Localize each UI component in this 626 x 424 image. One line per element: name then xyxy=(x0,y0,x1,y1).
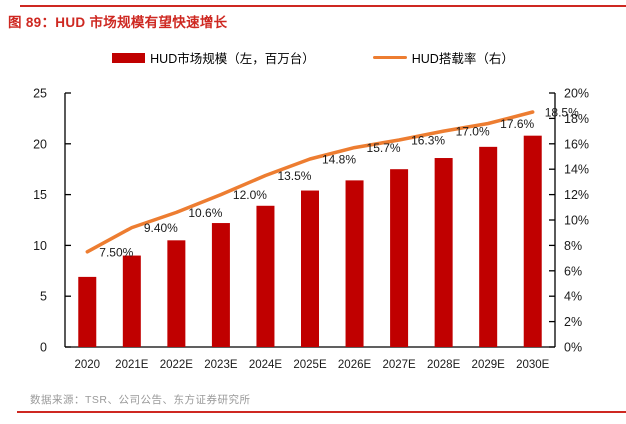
top-rule xyxy=(20,5,626,7)
right-axis-tick-label: 2% xyxy=(564,315,582,329)
x-axis-label: 2025E xyxy=(293,359,327,371)
bar xyxy=(390,169,409,347)
x-axis-label: 2022E xyxy=(160,359,194,371)
x-axis-label: 2023E xyxy=(204,359,238,371)
right-axis-tick-label: 20% xyxy=(564,87,589,101)
data-label: 15.7% xyxy=(367,141,401,155)
left-axis-tick-label: 0 xyxy=(40,341,47,355)
right-axis-tick-label: 10% xyxy=(564,214,589,228)
left-axis-tick-label: 15 xyxy=(33,188,47,202)
x-axis-label: 2030E xyxy=(516,359,550,371)
bar xyxy=(78,276,97,347)
right-axis-tick-label: 14% xyxy=(564,163,589,177)
source-note: 数据来源：TSR、公司公告、东方证券研究所 xyxy=(30,394,251,406)
bar xyxy=(167,240,186,347)
data-label: 7.50% xyxy=(99,245,133,259)
x-axis-label: 2026E xyxy=(338,359,372,371)
x-axis-label: 2028E xyxy=(427,359,461,371)
right-axis-tick-label: 8% xyxy=(564,239,582,253)
bar xyxy=(122,255,141,347)
data-label: 13.5% xyxy=(277,169,311,183)
bar xyxy=(523,135,542,347)
x-axis-label: 2024E xyxy=(249,359,283,371)
figure-title: 图 89：HUD 市场规模有望快速增长 xyxy=(8,15,228,30)
bottom-rule xyxy=(17,411,626,413)
bar-swatch-icon xyxy=(112,52,146,63)
x-axis-label: 2021E xyxy=(115,359,149,371)
bar xyxy=(434,158,453,347)
left-axis-tick-label: 10 xyxy=(33,239,47,253)
trend-line xyxy=(85,110,535,254)
left-axis-tick-label: 5 xyxy=(40,290,47,304)
right-axis-tick-label: 0% xyxy=(564,341,582,355)
legend-label-market-size: HUD市场规模（左，百万台） xyxy=(150,52,315,66)
bar xyxy=(301,190,319,347)
left-axis-tick-label: 20 xyxy=(33,137,47,151)
data-label: 9.40% xyxy=(144,221,178,235)
line-swatch-icon xyxy=(372,55,407,60)
bar xyxy=(256,205,275,347)
data-label: 10.6% xyxy=(188,206,222,220)
bar xyxy=(479,146,498,347)
legend-item-penetration: HUD搭载率（右） xyxy=(372,48,514,67)
data-label: 16.3% xyxy=(411,133,445,147)
x-axis-label: 2027E xyxy=(382,359,416,371)
legend-item-market-size: HUD市场规模（左，百万台） xyxy=(112,48,315,67)
data-label: 12.0% xyxy=(233,188,267,202)
left-axis-tick-label: 25 xyxy=(33,87,47,101)
right-axis-tick-label: 6% xyxy=(564,264,582,278)
bar xyxy=(211,223,230,347)
data-label: 17.6% xyxy=(500,117,534,131)
data-label: 18.5% xyxy=(545,106,579,120)
data-label: 14.8% xyxy=(322,153,356,167)
x-axis-label: 2029E xyxy=(472,359,506,371)
data-label: 17.0% xyxy=(456,125,490,139)
right-axis-tick-label: 4% xyxy=(564,290,582,304)
right-axis-tick-label: 16% xyxy=(564,137,589,151)
right-axis-tick-label: 12% xyxy=(564,188,589,202)
bar xyxy=(345,180,364,347)
chart-legend: HUD市场规模（左，百万台） HUD搭载率（右） xyxy=(0,48,626,67)
legend-label-penetration: HUD搭载率（右） xyxy=(411,52,514,66)
right-axis-tick-label: 18% xyxy=(564,112,589,126)
x-axis-label: 2020 xyxy=(74,359,100,371)
